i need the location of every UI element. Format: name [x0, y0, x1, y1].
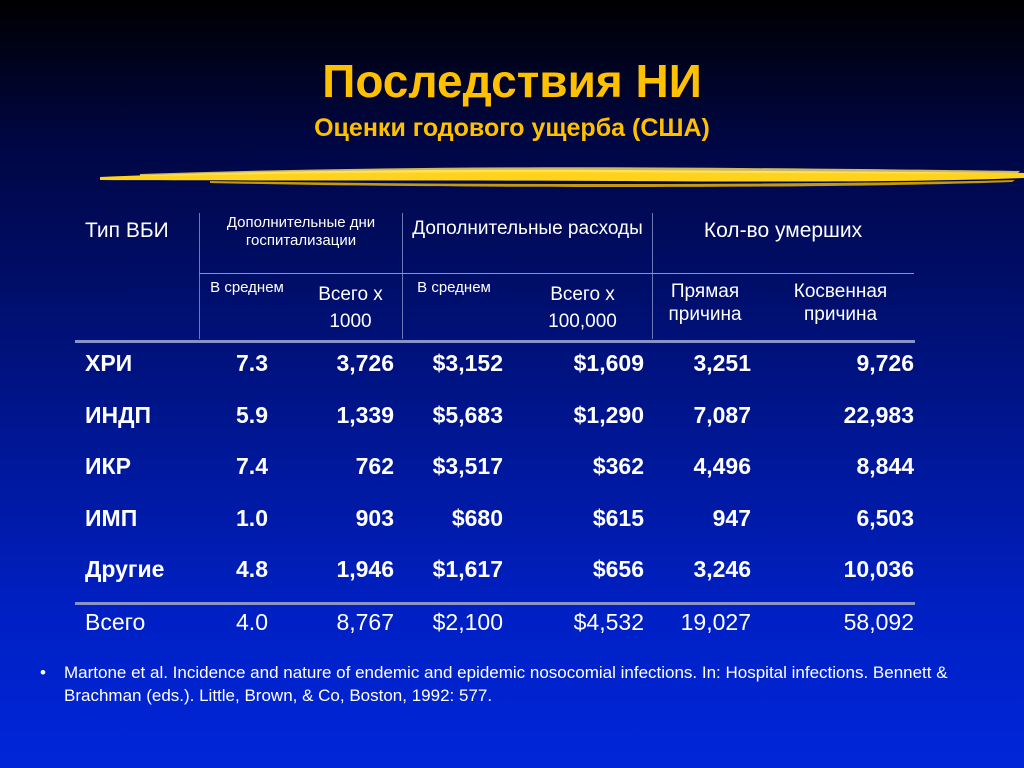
total-costs-total: $4,532: [573, 609, 644, 635]
row-deaths-direct: 7,087: [693, 402, 751, 428]
row-costs-avg: $3,517: [432, 453, 503, 479]
subheader-deaths-direct: Прямая причина: [668, 281, 742, 325]
slide-title: Последствия НИ: [322, 55, 702, 107]
row-deaths-direct: 947: [712, 505, 751, 531]
subheader-deaths-indirect: Косвенная причина: [793, 281, 888, 325]
subheader-days-avg: В среднем: [210, 279, 284, 296]
total-days-total: 8,767: [336, 609, 394, 635]
header-extra-costs: Дополнительные расходы: [412, 218, 643, 239]
row-deaths-indirect: 9,726: [856, 350, 914, 376]
row-deaths-indirect: 8,844: [856, 453, 914, 479]
total-type: Всего: [85, 609, 146, 635]
total-costs-avg: $2,100: [432, 609, 503, 635]
row-deaths-indirect: 10,036: [843, 556, 914, 582]
slide-subtitle: Оценки годового ущерба (США): [314, 114, 710, 142]
row-deaths-indirect: 6,503: [856, 505, 914, 531]
row-days-avg: 5.9: [236, 402, 268, 428]
row-deaths-direct: 3,251: [693, 350, 751, 376]
row-costs-total: $1,290: [573, 402, 644, 428]
subheader-costs-total: Всего х 100,000: [548, 284, 617, 332]
header-underline: [199, 273, 914, 274]
divider-vertical: [199, 213, 200, 339]
row-days-avg: 7.4: [236, 453, 268, 479]
brush-stroke-divider: [100, 167, 1024, 187]
total-deaths-indirect: 58,092: [843, 609, 914, 635]
header-type: Тип ВБИ: [85, 219, 169, 242]
row-type: ИНДП: [85, 402, 152, 428]
row-days-avg: 1.0: [236, 505, 268, 531]
total-deaths-direct: 19,027: [680, 609, 751, 635]
footnote: • Martone et al. Incidence and nature of…: [40, 662, 1010, 708]
row-type: ХРИ: [85, 350, 133, 376]
row-deaths-direct: 3,246: [693, 556, 751, 582]
row-days-total: 903: [355, 505, 394, 531]
row-type: ИКР: [85, 453, 131, 479]
footnote-text: Martone et al. Incidence and nature of e…: [64, 663, 948, 705]
row-costs-total: $362: [592, 453, 644, 479]
header-extra-days: Дополнительные дни госпитализации: [226, 214, 376, 249]
header-deaths: Кол-во умерших: [703, 219, 863, 242]
row-costs-avg: $3,152: [432, 350, 503, 376]
total-days-avg: 4.0: [236, 609, 268, 635]
row-days-avg: 7.3: [236, 350, 268, 376]
total-top-rule: [75, 602, 915, 605]
row-type: Другие: [85, 556, 165, 582]
row-costs-avg: $1,617: [432, 556, 503, 582]
row-costs-total: $656: [592, 556, 644, 582]
row-deaths-direct: 4,496: [693, 453, 751, 479]
subheader-costs-avg: В среднем: [417, 279, 491, 296]
row-days-total: 1,339: [336, 402, 394, 428]
row-days-avg: 4.8: [236, 556, 268, 582]
row-costs-total: $615: [592, 505, 644, 531]
row-days-total: 3,726: [336, 350, 394, 376]
row-costs-avg: $680: [451, 505, 503, 531]
row-days-total: 762: [355, 453, 394, 479]
divider-vertical: [652, 213, 653, 339]
row-costs-avg: $5,683: [432, 402, 503, 428]
divider-vertical: [402, 213, 403, 339]
header-bottom-rule: [75, 340, 915, 343]
row-deaths-indirect: 22,983: [843, 402, 914, 428]
row-days-total: 1,946: [336, 556, 394, 582]
subheader-days-total: Всего х 1000: [318, 284, 383, 332]
row-type: ИМП: [85, 505, 138, 531]
bullet: •: [40, 663, 46, 682]
row-costs-total: $1,609: [573, 350, 644, 376]
